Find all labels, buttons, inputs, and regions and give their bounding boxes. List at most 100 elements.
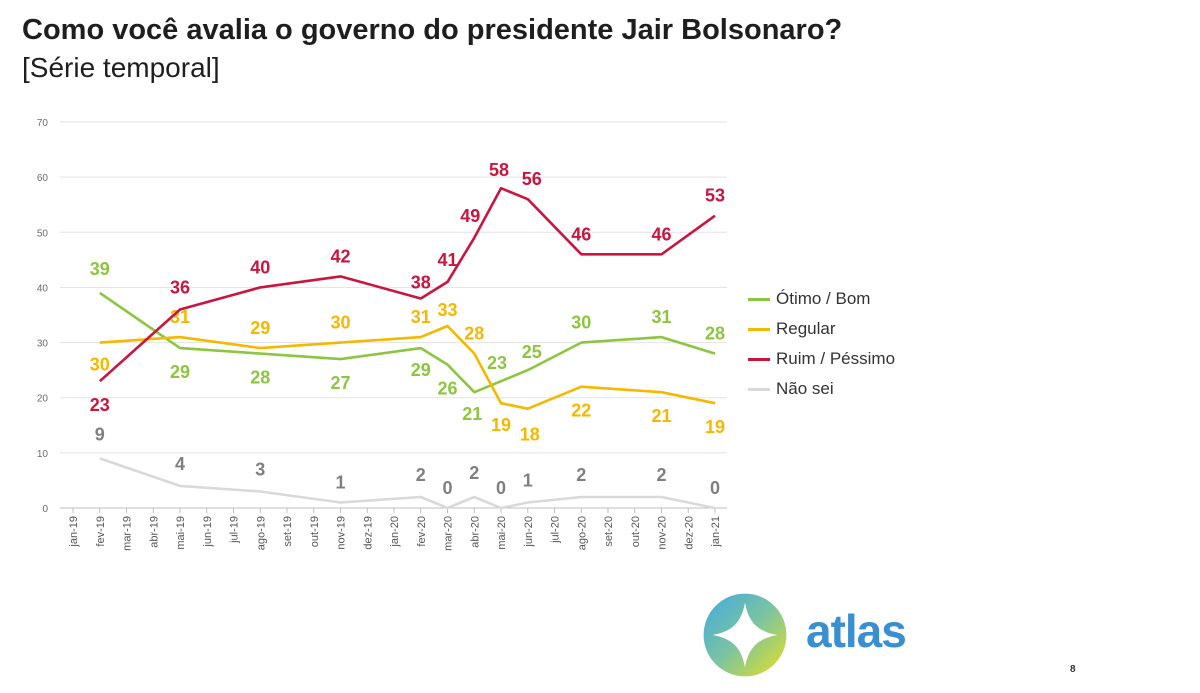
data-label: 30 — [90, 355, 110, 375]
data-label: 28 — [464, 324, 484, 344]
data-label: 26 — [437, 379, 457, 399]
x-tick-label: set-19 — [282, 516, 294, 547]
page-number: 8 — [1070, 664, 1076, 675]
chart-legend: Ótimo / Bom Regular Ruim / Péssimo Não sei — [748, 284, 895, 404]
data-label: 9 — [95, 424, 105, 444]
x-tick-label: dez-20 — [683, 516, 695, 550]
legend-label: Ruim / Péssimo — [776, 349, 896, 368]
x-tick-label: set-20 — [603, 516, 615, 547]
brand-name: atlas — [806, 605, 907, 657]
data-label: 38 — [411, 272, 431, 292]
data-label: 39 — [90, 259, 110, 279]
legend-item: Ótimo / Bom — [748, 284, 895, 314]
data-label: 0 — [442, 478, 452, 498]
data-label: 31 — [651, 307, 671, 327]
x-tick-label: jan-19 — [68, 516, 80, 548]
x-tick-label: fev-19 — [95, 516, 107, 547]
x-tick-label: nov-20 — [657, 516, 669, 550]
data-label: 46 — [571, 224, 591, 244]
data-label: 2 — [416, 465, 426, 485]
data-label: 46 — [651, 224, 671, 244]
legend-item: Não sei — [748, 374, 895, 404]
legend-label: Não sei — [776, 379, 834, 398]
legend-item: Ruim / Péssimo — [748, 344, 895, 374]
legend-swatch — [748, 297, 770, 301]
atlas-logo-icon — [703, 593, 787, 677]
data-label: 27 — [330, 373, 350, 393]
y-tick-label: 20 — [37, 394, 49, 405]
data-label: 36 — [170, 277, 190, 297]
data-label: 56 — [522, 169, 542, 189]
series-line — [99, 291, 716, 394]
legend-label: Regular — [776, 319, 836, 338]
page-title: Como você avalia o governo do presidente… — [22, 14, 843, 46]
data-label: 29 — [250, 318, 270, 338]
x-tick-label: jul-20 — [550, 516, 562, 544]
legend-swatch — [748, 387, 770, 391]
x-tick-label: jan-21 — [710, 516, 722, 548]
x-tick-label: mai-20 — [496, 516, 508, 550]
x-tick-label: fev-20 — [416, 516, 428, 547]
y-tick-label: 30 — [37, 339, 49, 350]
y-tick-label: 40 — [37, 283, 49, 294]
data-label: 1 — [523, 470, 533, 490]
data-label: 42 — [330, 246, 350, 266]
legend-swatch — [748, 357, 770, 361]
x-tick-label: mai-19 — [175, 516, 187, 550]
y-tick-label: 0 — [42, 504, 48, 515]
data-label: 0 — [496, 478, 506, 498]
data-label: 2 — [469, 463, 479, 483]
data-label: 40 — [250, 257, 270, 277]
x-tick-label: ago-20 — [576, 516, 588, 550]
x-tick-label: jul-19 — [229, 516, 241, 544]
data-label: 29 — [170, 362, 190, 382]
y-tick-label: 10 — [37, 449, 49, 460]
data-label: 28 — [250, 368, 270, 388]
x-tick-label: out-19 — [309, 516, 321, 547]
legend-item: Regular — [748, 314, 895, 344]
data-label: 21 — [462, 404, 482, 424]
x-tick-label: abr-20 — [469, 516, 481, 548]
series-line — [99, 324, 716, 410]
data-label: 18 — [520, 425, 540, 445]
x-tick-label: nov-19 — [336, 516, 348, 550]
x-tick-label: jan-20 — [389, 516, 401, 548]
data-label: 31 — [170, 307, 190, 327]
data-label: 29 — [411, 360, 431, 380]
x-tick-label: ago-19 — [255, 516, 267, 550]
x-tick-label: mar-19 — [122, 516, 134, 551]
data-label: 25 — [522, 342, 542, 362]
data-label: 33 — [437, 300, 457, 320]
data-label: 41 — [437, 250, 457, 270]
data-label: 19 — [705, 417, 725, 437]
data-label: 31 — [411, 307, 431, 327]
data-label: 53 — [705, 186, 725, 206]
data-label: 21 — [651, 406, 671, 426]
legend-swatch — [748, 327, 770, 331]
data-label: 58 — [489, 160, 509, 180]
x-tick-label: jun-20 — [523, 516, 535, 548]
data-label: 3 — [255, 459, 265, 479]
series-line — [98, 186, 716, 383]
x-tick-label: out-20 — [630, 516, 642, 547]
page-subtitle: [Série temporal] — [22, 52, 220, 83]
data-label: 49 — [460, 206, 480, 226]
y-tick-label: 60 — [37, 173, 49, 184]
data-label: 2 — [656, 465, 666, 485]
legend-label: Ótimo / Bom — [776, 289, 871, 308]
data-label: 1 — [335, 472, 345, 492]
data-label: 23 — [487, 353, 507, 373]
data-label: 23 — [90, 395, 110, 415]
data-label: 30 — [330, 313, 350, 333]
x-tick-label: dez-19 — [362, 516, 374, 550]
data-label: 22 — [571, 401, 591, 421]
data-label: 28 — [705, 324, 725, 344]
x-tick-label: abr-19 — [148, 516, 160, 548]
data-label: 30 — [571, 313, 591, 333]
data-label: 0 — [710, 478, 720, 498]
data-label: 4 — [175, 454, 185, 474]
data-label: 19 — [491, 415, 511, 435]
x-tick-label: mar-20 — [443, 516, 455, 551]
series-line — [99, 457, 716, 510]
